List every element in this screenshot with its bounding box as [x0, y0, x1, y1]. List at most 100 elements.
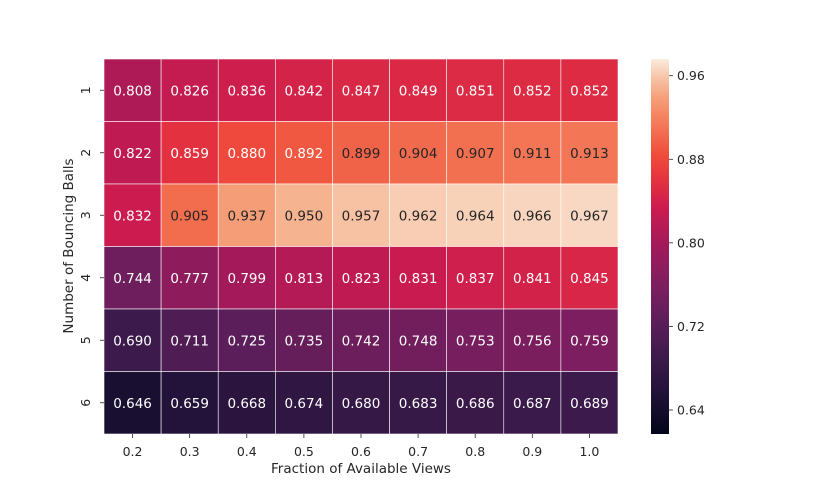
heatmap-cell-value: 0.911 [513, 146, 552, 162]
heatmap-cell [160, 246, 219, 310]
heatmap-cell-value: 0.899 [342, 146, 381, 162]
heatmap-cell [503, 121, 562, 185]
heatmap-cell [389, 371, 447, 435]
heatmap-cell-value: 0.823 [342, 271, 381, 287]
heatmap-cell-value: 0.799 [227, 271, 266, 287]
y-axis-ticks: 1 2 3 4 5 6 [78, 86, 104, 407]
heatmap-cell [217, 58, 276, 122]
heatmap-cell-value: 0.683 [399, 396, 438, 412]
heatmap-cell-value: 0.832 [113, 208, 152, 224]
heatmap-cell [103, 121, 162, 185]
heatmap-cell [389, 58, 447, 122]
heatmap-cell-value: 0.849 [399, 83, 438, 99]
heatmap-cell-value: 0.841 [513, 271, 552, 287]
heatmap-cell [275, 371, 333, 435]
heatmap-cell [446, 121, 505, 185]
heatmap-cell-value: 0.742 [342, 333, 381, 349]
heatmap-cell-value: 0.759 [570, 333, 609, 349]
x-tick-label: 0.7 [408, 444, 428, 459]
heatmap-cell-value: 0.852 [570, 83, 609, 99]
y-tick-label: 3 [78, 211, 93, 219]
heatmap-cell-value: 0.845 [570, 271, 609, 287]
heatmap-cell-value: 0.744 [113, 271, 152, 287]
x-axis-label: Fraction of Available Views [271, 461, 451, 477]
heatmap-cell [217, 371, 276, 435]
heatmap-cell-value: 0.880 [227, 146, 266, 162]
heatmap-cell-value: 0.967 [570, 208, 609, 224]
colorbar-tick-label: 0.80 [677, 235, 705, 250]
heatmap-cell [560, 308, 619, 372]
heatmap-cell-value: 0.659 [170, 396, 209, 412]
heatmap-cell [103, 308, 162, 372]
heatmap-cell [103, 246, 162, 310]
heatmap-cell [217, 183, 276, 247]
heatmap-cell-value: 0.851 [456, 83, 495, 99]
heatmap-cell-value: 0.777 [170, 271, 209, 287]
heatmap-cell-value: 0.905 [170, 208, 209, 224]
heatmap-cell-value: 0.674 [285, 396, 324, 412]
heatmap-cell-value: 0.852 [513, 83, 552, 99]
heatmap-cell [560, 246, 619, 310]
heatmap-cell-value: 0.904 [399, 146, 438, 162]
y-tick-label: 6 [78, 399, 93, 407]
heatmap-cell [160, 183, 219, 247]
heatmap-cell [560, 121, 619, 185]
colorbar-ticks: 0.64 0.72 0.80 0.88 0.96 [669, 68, 705, 417]
heatmap-cell [332, 121, 390, 185]
heatmap-cell [275, 121, 333, 185]
y-tick-label: 5 [78, 336, 93, 344]
heatmap-cell-value: 0.950 [285, 208, 324, 224]
heatmap-cell [160, 308, 219, 372]
heatmap-cell-value: 0.686 [456, 396, 495, 412]
heatmap-cell-value: 0.756 [513, 333, 552, 349]
heatmap-cell-value: 0.690 [113, 333, 152, 349]
x-tick-label: 0.5 [294, 444, 314, 459]
heatmap-cell-value: 0.859 [170, 146, 209, 162]
heatmap-cell [217, 308, 276, 372]
x-tick-label: 0.8 [465, 444, 485, 459]
heatmap-cell-value: 0.892 [285, 146, 324, 162]
heatmap-cells [103, 58, 619, 435]
heatmap-cell-value: 0.646 [113, 396, 152, 412]
heatmap-cell [560, 371, 619, 435]
heatmap-cell [160, 58, 219, 122]
heatmap-cell-value: 0.957 [342, 208, 381, 224]
heatmap-cell [275, 58, 333, 122]
heatmap-cell-value: 0.813 [285, 271, 324, 287]
heatmap-cell-value: 0.748 [399, 333, 438, 349]
x-tick-label: 0.3 [180, 444, 200, 459]
heatmap-cell-value: 0.826 [170, 83, 209, 99]
heatmap-cell-value: 0.808 [113, 83, 152, 99]
y-tick-label: 2 [78, 149, 93, 157]
heatmap-cell [217, 121, 276, 185]
heatmap-cell-value: 0.711 [170, 333, 209, 349]
heatmap-cell [275, 308, 333, 372]
heatmap-cell [275, 183, 333, 247]
colorbar-tick-label: 0.72 [677, 319, 705, 334]
heatmap-cell [389, 308, 447, 372]
colorbar-tick-label: 0.96 [677, 68, 705, 83]
heatmap-cell-value: 0.913 [570, 146, 609, 162]
heatmap-cell [446, 183, 505, 247]
heatmap-cell-value: 0.831 [399, 271, 438, 287]
heatmap-cell [103, 371, 162, 435]
heatmap-cell-value: 0.962 [399, 208, 438, 224]
heatmap-cell [332, 58, 390, 122]
heatmap-cell [160, 371, 219, 435]
x-tick-label: 0.9 [522, 444, 542, 459]
heatmap-cell-value: 0.847 [342, 83, 381, 99]
heatmap-cell-value: 0.937 [227, 208, 266, 224]
heatmap-cell-value: 0.668 [227, 396, 266, 412]
heatmap-cell [503, 246, 562, 310]
colorbar-tick-label: 0.88 [677, 152, 705, 167]
heatmap-cell [275, 246, 333, 310]
heatmap-cell-value: 0.735 [285, 333, 324, 349]
heatmap-cell-value: 0.964 [456, 208, 495, 224]
heatmap-cell-value: 0.822 [113, 146, 152, 162]
heatmap-cell-value: 0.725 [227, 333, 266, 349]
colorbar-tick-label: 0.64 [677, 402, 705, 417]
heatmap-cell [103, 58, 162, 122]
heatmap-cell [332, 371, 390, 435]
heatmap-cell-value: 0.837 [456, 271, 495, 287]
